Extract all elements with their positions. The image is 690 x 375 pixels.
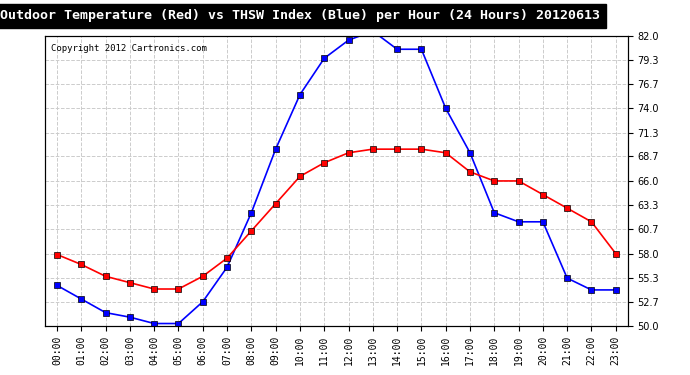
Text: Outdoor Temperature (Red) vs THSW Index (Blue) per Hour (24 Hours) 20120613: Outdoor Temperature (Red) vs THSW Index … [0,9,600,22]
Text: Copyright 2012 Cartronics.com: Copyright 2012 Cartronics.com [50,44,206,53]
